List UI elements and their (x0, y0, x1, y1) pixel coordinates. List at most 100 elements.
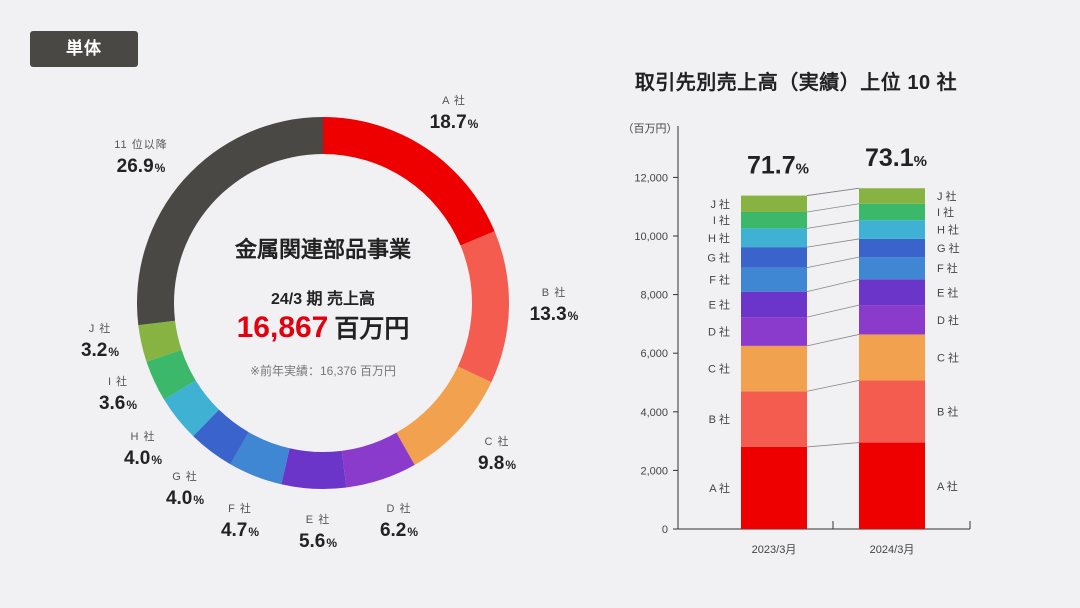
segment-label-left: B 社 (709, 412, 730, 426)
percent-unit: % (248, 525, 260, 539)
donut-label-f社: F 社 4.7% (195, 500, 285, 542)
donut-label-c社: C 社 9.8% (452, 433, 542, 475)
donut-label-h社: H 社 4.0% (98, 428, 188, 470)
bar-segment-a社 (741, 446, 807, 529)
x-category-label: 2024/3月 (870, 544, 915, 556)
bar-segment-f社 (859, 257, 925, 280)
segment-label-right: G 社 (937, 241, 960, 255)
donut-label-percent: 3.2% (80, 340, 120, 361)
bar-segment-b社 (859, 380, 925, 443)
connector-line (806, 219, 860, 229)
donut-label-percent: 26.9% (116, 156, 166, 177)
donut-label-percent: 4.0% (123, 448, 163, 469)
donut-slice-i社 (146, 349, 196, 400)
segment-label-right: J 社 (937, 189, 957, 203)
donut-slice-d社 (341, 432, 415, 488)
bar-segment-f社 (741, 267, 807, 292)
donut-label-a社: A 社 18.7% (409, 92, 499, 134)
donut-label-percent: 9.8% (477, 453, 517, 474)
segment-label-left: I 社 (713, 213, 730, 227)
donut-label-company: G 社 (172, 471, 198, 483)
donut-label-company: J 社 (88, 323, 112, 335)
donut-label-b社: B 社 13.3% (509, 284, 599, 326)
segment-label-right: E 社 (937, 285, 958, 299)
bar-segment-g社 (741, 247, 807, 268)
segment-label-left: C 社 (708, 362, 730, 376)
donut-slice-g社 (193, 409, 249, 465)
bar-segment-c社 (859, 334, 925, 381)
previous-year-note: ※前年実績：16,376 百万円 (249, 364, 397, 378)
connector-line (806, 278, 860, 293)
connector-line (806, 380, 860, 392)
donut-label-e社: E 社 5.6% (273, 511, 363, 553)
segment-label-left: G 社 (707, 250, 730, 264)
donut-label-percent: 4.0% (165, 488, 205, 509)
bar-segment-i社 (741, 211, 807, 229)
y-tick-label: 4,000 (640, 407, 668, 419)
bar-segment-d社 (741, 317, 807, 346)
percent-unit: % (505, 458, 517, 472)
segment-badge: 単体 (30, 31, 138, 67)
y-tick-label: 6,000 (640, 348, 668, 360)
donut-label-company: F 社 (228, 503, 252, 515)
y-tick-label: 12,000 (634, 172, 668, 184)
connector-line (806, 334, 860, 347)
segment-label-right: H 社 (937, 223, 959, 237)
donut-label-11位以降: 11 位以降 26.9% (96, 136, 186, 178)
donut-label-percent: 3.6% (98, 393, 138, 414)
percent-unit: % (407, 525, 419, 539)
segment-label-right: I 社 (937, 205, 954, 219)
bar-segment-d社 (859, 305, 925, 335)
donut-label-j社: J 社 3.2% (55, 320, 145, 362)
donut-slice-j社 (138, 320, 182, 362)
donut-label-d社: D 社 6.2% (354, 500, 444, 542)
donut-slice-e社 (281, 448, 347, 489)
bar-segment-a社 (859, 442, 925, 529)
donut-label-company: C 社 (484, 436, 510, 448)
connector-line (806, 203, 860, 213)
donut-label-company: H 社 (130, 431, 156, 443)
connector-line (806, 442, 860, 448)
segment-label-right: F 社 (937, 261, 958, 275)
sales-number: 16,867 (236, 311, 329, 344)
donut-center-title: 金属関連部品事業 (234, 237, 411, 262)
bar-total-label: 71.7% (747, 152, 809, 180)
percent-unit: % (108, 345, 120, 359)
x-category-label: 2023/3月 (752, 544, 797, 556)
bar-total-value: 73.1 (865, 144, 914, 172)
segment-label-right: A 社 (937, 479, 958, 493)
donut-label-percent: 13.3% (529, 304, 579, 325)
y-tick-label: 2,000 (640, 465, 668, 477)
segment-label-left: H 社 (708, 231, 730, 245)
segment-label-left: F 社 (709, 273, 730, 287)
y-tick-label: 0 (662, 524, 668, 536)
percent-unit: % (467, 117, 479, 131)
y-tick-label: 10,000 (634, 231, 668, 243)
donut-label-company: D 社 (386, 503, 412, 515)
donut-slice-a社 (323, 117, 495, 246)
donut-label-company: E 社 (305, 514, 331, 526)
donut-hole (174, 154, 472, 452)
segment-label-right: C 社 (937, 350, 959, 364)
segment-label-left: A 社 (709, 481, 730, 495)
connector-line (806, 256, 860, 269)
bar-segment-g社 (859, 238, 925, 258)
bar-segment-e社 (859, 279, 925, 306)
donut-slice-b社 (457, 231, 509, 383)
percent-unit: % (567, 309, 579, 323)
bar-segment-j社 (741, 195, 807, 212)
y-tick-label: 8,000 (640, 290, 668, 302)
donut-slice-11位以降 (136, 117, 323, 326)
bar-segment-b社 (741, 391, 807, 447)
bar-total-unit: % (914, 153, 927, 170)
sales-unit: 百万円 (334, 315, 410, 343)
percent-unit: % (126, 398, 138, 412)
donut-label-company: I 社 (107, 376, 129, 388)
percent-unit: % (154, 161, 166, 175)
segment-label-left: D 社 (708, 325, 730, 339)
donut-label-company: 11 位以降 (114, 139, 168, 151)
donut-label-company: A 社 (442, 95, 466, 107)
donut-slice-h社 (164, 380, 219, 437)
